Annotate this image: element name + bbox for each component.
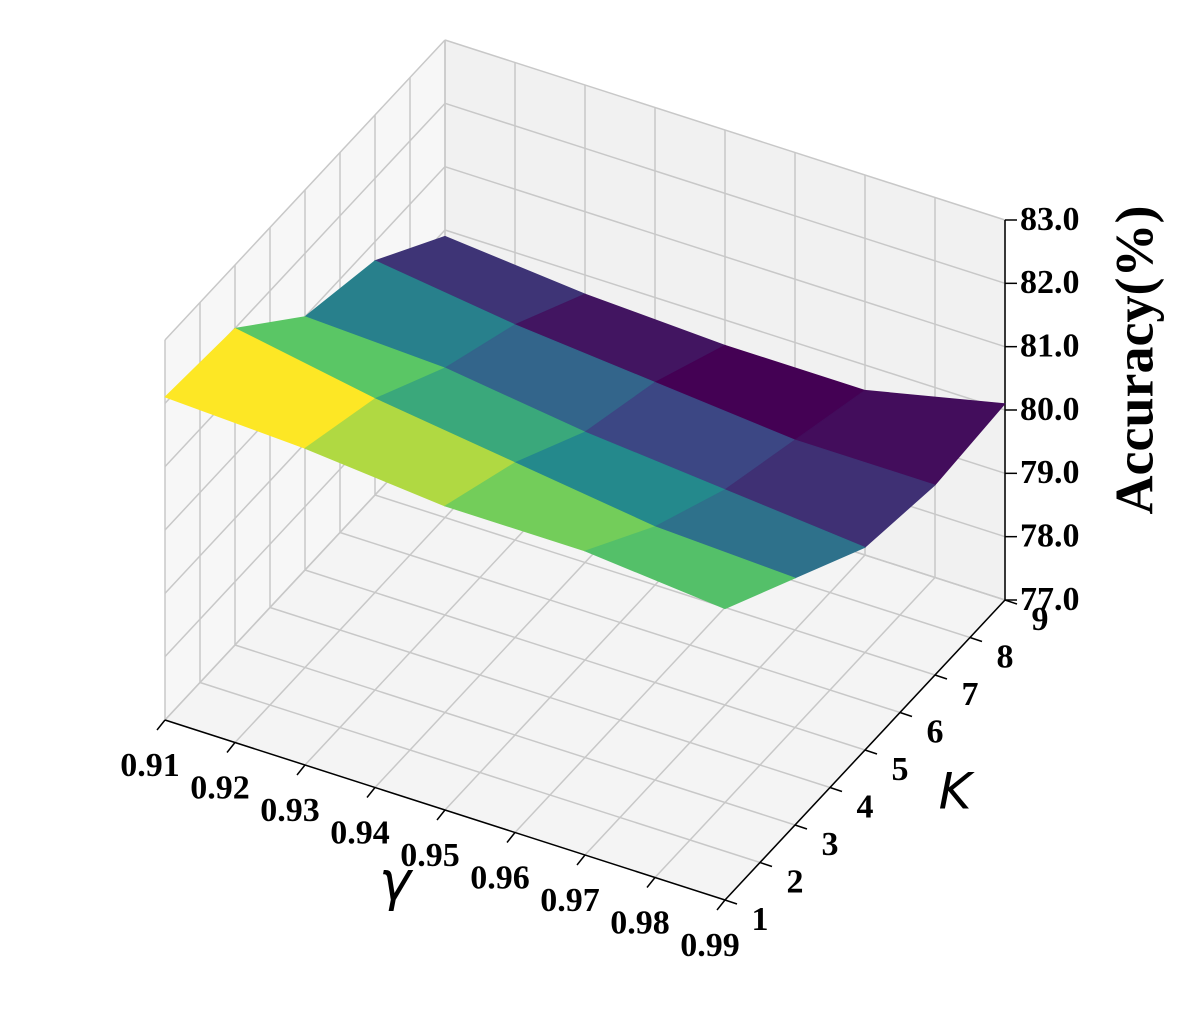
z-tick-label: 77.0	[1020, 581, 1080, 618]
z-tick-label: 78.0	[1020, 517, 1080, 554]
x-tick-label: 0.92	[190, 769, 250, 806]
tick-mark	[576, 854, 586, 866]
tick-mark	[506, 832, 516, 843]
z-tick-label: 79.0	[1020, 454, 1080, 491]
tick-mark	[899, 711, 913, 718]
z-tick-label: 80.0	[1020, 391, 1080, 428]
tick-mark	[934, 674, 948, 680]
x-tick-label: 0.91	[120, 747, 180, 784]
grid-line	[374, 494, 936, 676]
tick-mark	[969, 636, 983, 643]
grid-line	[164, 39, 446, 341]
tick-mark	[829, 786, 843, 793]
y-tick-label: 4	[857, 788, 874, 825]
z-tick-label: 83.0	[1020, 201, 1080, 238]
grid-line	[444, 165, 1006, 348]
y-axis-label: K	[939, 763, 976, 821]
z-axis-label: Accuracy(%)	[1104, 206, 1164, 515]
grid-line	[444, 102, 1006, 285]
tick-mark	[864, 749, 878, 755]
x-tick-label: 0.94	[330, 814, 390, 851]
tick-mark	[759, 861, 773, 868]
grid-line	[269, 606, 831, 789]
x-tick-label: 0.95	[400, 837, 460, 874]
y-tick-label: 5	[892, 751, 909, 788]
x-tick-label: 0.97	[540, 882, 600, 919]
y-tick-label: 2	[787, 863, 804, 900]
x-tick-label: 0.93	[260, 792, 320, 829]
x-axis-label: γ	[379, 850, 414, 913]
z-tick-label: 81.0	[1020, 327, 1080, 364]
y-tick-label: 9	[1032, 601, 1049, 638]
grid-line	[444, 229, 1006, 411]
tick-mark	[646, 877, 656, 888]
tick-mark	[156, 719, 166, 731]
y-tick-label: 6	[927, 713, 944, 750]
tick-mark	[724, 899, 738, 905]
grid-line	[304, 569, 866, 751]
surface-cell	[583, 526, 797, 610]
x-tick-label: 0.98	[610, 904, 670, 941]
tick-mark	[296, 764, 306, 776]
y-tick-label: 1	[752, 901, 769, 938]
x-tick-label: 0.99	[680, 927, 740, 964]
grid-line	[234, 644, 796, 826]
y-tick-label: 7	[962, 676, 979, 713]
tick-mark	[366, 787, 376, 798]
y-tick-label: 3	[822, 826, 839, 863]
tick-mark	[436, 809, 446, 821]
z-tick-label: 82.0	[1020, 264, 1080, 301]
grid-line	[339, 531, 901, 714]
grid-line	[444, 39, 1006, 221]
tick-mark	[716, 899, 726, 911]
y-tick-label: 8	[997, 638, 1014, 675]
tick-mark	[226, 742, 236, 753]
grid-line	[199, 681, 761, 864]
tick-mark	[794, 824, 808, 830]
x-tick-label: 0.96	[470, 859, 530, 896]
